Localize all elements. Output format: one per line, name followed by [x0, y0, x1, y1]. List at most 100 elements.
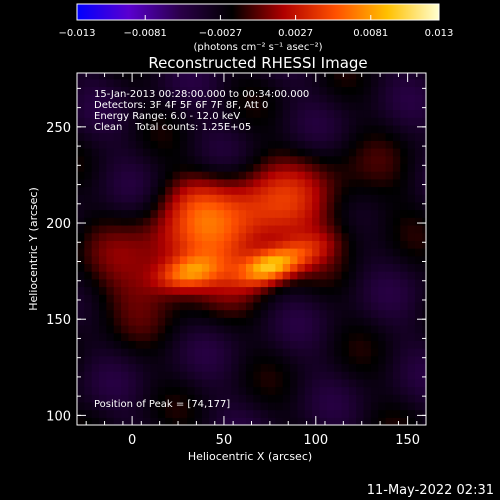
heatmap-cell: [157, 194, 166, 203]
heatmap-cell: [245, 271, 254, 280]
heatmap-cell: [282, 217, 291, 226]
heatmap-cell: [385, 201, 394, 211]
heatmap-cell: [128, 209, 137, 218]
heatmap-cell: [363, 286, 372, 295]
heatmap-cell: [245, 324, 254, 334]
heatmap-cell: [209, 294, 218, 303]
heatmap-cell: [143, 271, 152, 280]
heatmap-cell: [201, 340, 210, 349]
heatmap-cell: [356, 317, 365, 326]
heatmap-cell: [121, 371, 130, 380]
heatmap-cell: [400, 109, 409, 118]
heatmap-cell: [319, 340, 328, 349]
heatmap-cell: [290, 201, 299, 211]
heatmap-cell: [77, 255, 85, 265]
heatmap-cell: [201, 332, 210, 341]
heatmap-cell: [77, 163, 85, 172]
heatmap-cell: [150, 340, 159, 349]
heatmap-cell: [77, 271, 85, 280]
heatmap-cell: [238, 240, 247, 249]
heatmap-cell: [121, 386, 130, 395]
heatmap-cell: [414, 132, 423, 141]
heatmap-cell: [121, 286, 130, 295]
heatmap-cell: [150, 255, 159, 265]
heatmap-cell: [135, 155, 144, 164]
heatmap-cell: [275, 171, 284, 180]
heatmap-cell: [275, 371, 284, 380]
heatmap-cell: [238, 394, 247, 403]
heatmap-cell: [363, 332, 372, 341]
heatmap-cell: [128, 278, 137, 288]
heatmap-cell: [194, 86, 203, 95]
heatmap-cell: [135, 124, 144, 134]
heatmap-cell: [407, 332, 416, 341]
heatmap-cell: [282, 371, 291, 380]
heatmap-cell: [99, 194, 107, 203]
heatmap-cell: [290, 255, 299, 265]
heatmap-cell: [84, 132, 93, 141]
heatmap-cell: [348, 324, 357, 334]
heatmap-cell: [106, 163, 115, 172]
heatmap-cell: [91, 117, 100, 126]
heatmap-cell: [135, 317, 144, 326]
x-axis-label: Heliocentric X (arcsec): [188, 450, 312, 463]
heatmap-cell: [223, 132, 232, 141]
heatmap-cell: [290, 232, 299, 241]
heatmap-cell: [326, 186, 335, 195]
heatmap-cell: [209, 332, 218, 341]
heatmap-cell: [400, 148, 409, 157]
heatmap-cell: [385, 178, 394, 188]
heatmap-cell: [356, 117, 365, 126]
heatmap-cell: [253, 263, 262, 272]
heatmap-cell: [150, 309, 159, 318]
heatmap-cell: [223, 340, 232, 349]
heatmap-cell: [201, 355, 210, 365]
heatmap-cell: [245, 132, 254, 141]
heatmap-cell: [385, 363, 394, 372]
heatmap-cell: [326, 140, 335, 149]
heatmap-cell: [238, 355, 247, 365]
heatmap-cell: [348, 332, 357, 341]
heatmap-cell: [91, 324, 100, 334]
heatmap-cell: [326, 317, 335, 326]
heatmap-cell: [319, 178, 328, 188]
heatmap-cell: [363, 309, 372, 318]
heatmap-cell: [223, 371, 232, 380]
heatmap-cell: [253, 355, 262, 365]
heatmap-cell: [260, 355, 269, 365]
heatmap-cell: [341, 286, 350, 295]
heatmap-cell: [172, 294, 181, 303]
heatmap-cell: [157, 386, 166, 395]
heatmap-cell: [231, 309, 240, 318]
heatmap-cell: [304, 117, 313, 126]
heatmap-cell: [260, 94, 269, 103]
heatmap-cell: [91, 401, 100, 411]
heatmap-cell: [348, 217, 357, 226]
heatmap-cell: [135, 263, 144, 272]
heatmap-cell: [143, 278, 152, 288]
heatmap-cell: [378, 194, 387, 203]
heatmap-cell: [77, 394, 85, 403]
heatmap-cell: [223, 224, 232, 234]
heatmap-cell: [341, 278, 350, 288]
heatmap-cell: [231, 348, 240, 357]
heatmap-cell: [179, 317, 188, 326]
heatmap-cell: [238, 73, 247, 80]
heatmap-cell: [165, 124, 174, 134]
heatmap-cell: [319, 73, 328, 80]
heatmap-cell: [370, 309, 379, 318]
heatmap-cell: [407, 140, 416, 149]
heatmap-cell: [91, 355, 100, 365]
heatmap-cell: [422, 317, 426, 326]
heatmap-cell: [268, 401, 276, 411]
heatmap-cell: [290, 224, 299, 234]
heatmap-cell: [106, 224, 115, 234]
heatmap-cell: [341, 132, 350, 141]
heatmap-cell: [91, 348, 100, 357]
heatmap-cell: [216, 371, 225, 380]
heatmap-cell: [400, 124, 409, 134]
heatmap-cell: [187, 217, 196, 226]
heatmap-cell: [400, 294, 409, 303]
heatmap-cell: [165, 355, 174, 365]
heatmap-cell: [334, 132, 343, 141]
